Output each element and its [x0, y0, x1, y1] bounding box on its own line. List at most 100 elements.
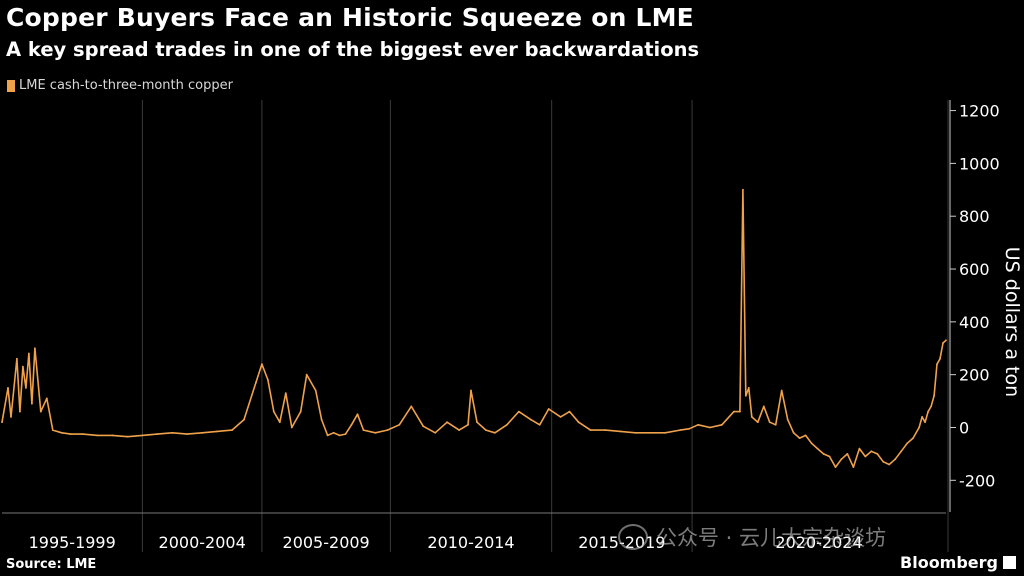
data-point: [476, 421, 478, 424]
data-point: [272, 410, 275, 413]
y-axis: -200 0 200 400 600 800 1000 1200: [949, 100, 1000, 512]
data-point: [846, 453, 849, 455]
y-tick-label: 1000: [959, 154, 1000, 173]
brand-text: Bloomberg: [900, 553, 998, 572]
brand: Bloomberg: [900, 553, 1016, 572]
data-point: [688, 427, 690, 430]
data-point: [894, 458, 897, 461]
data-point: [921, 416, 923, 418]
data-point: [936, 363, 938, 365]
data-point: [834, 466, 837, 468]
data-point: [494, 431, 496, 434]
data-point: [517, 410, 520, 413]
data-point: [721, 423, 723, 426]
data-point: [577, 421, 580, 424]
data-point: [822, 453, 825, 455]
y-tick-label: 1200: [959, 102, 1000, 121]
data-point: [506, 423, 508, 426]
data-point: [888, 463, 891, 466]
data-point: [186, 433, 189, 435]
data-point: [750, 416, 753, 418]
data-point: [356, 413, 359, 416]
data-point: [96, 434, 99, 437]
data-point: [398, 423, 401, 426]
data-point: [792, 431, 795, 434]
y-tick-label: -200: [959, 471, 995, 490]
data-point: [10, 416, 12, 418]
data-point: [927, 410, 929, 413]
data-point: [45, 397, 48, 400]
data-point: [756, 421, 759, 424]
data-point: [1, 421, 3, 424]
data-point: [882, 460, 885, 463]
data-point: [924, 421, 926, 424]
data-point: [28, 352, 30, 355]
data-point: [31, 402, 33, 405]
data-point: [870, 450, 873, 453]
data-point: [111, 434, 114, 437]
data-point: [422, 425, 425, 428]
bloomberg-logo-icon: [1003, 556, 1016, 569]
data-point: [538, 423, 541, 426]
data-point: [156, 433, 159, 435]
data-point: [876, 453, 879, 455]
data-point: [255, 381, 257, 384]
data-point: [22, 365, 24, 368]
data-point: [290, 426, 293, 429]
data-point: [559, 416, 562, 418]
legend-label: LME cash-to-three-month copper: [19, 78, 233, 93]
data-point: [350, 423, 353, 426]
data-point: [39, 410, 42, 413]
data-point: [446, 421, 448, 424]
data-point: [852, 466, 855, 468]
data-point: [679, 429, 681, 431]
data-point: [918, 426, 920, 429]
data-point: [485, 429, 487, 431]
data-point: [697, 423, 699, 426]
data-point: [774, 423, 777, 426]
data-point: [942, 342, 944, 344]
data-point: [374, 431, 377, 434]
x-group-label: 2000-2004: [159, 533, 246, 552]
data-point: [458, 429, 460, 431]
data-point: [762, 405, 765, 408]
data-point: [906, 442, 909, 445]
data-point: [126, 435, 129, 438]
data-point: [664, 431, 667, 434]
data-point: [25, 387, 27, 389]
data-point: [231, 429, 233, 431]
data-point: [299, 410, 302, 413]
data-point: [804, 434, 807, 437]
watermark: 公众号 · 云儿大宗杂谈坊: [618, 522, 886, 552]
grid: [141, 100, 949, 552]
data-point: [709, 426, 711, 429]
data-point: [171, 431, 174, 434]
data-point: [768, 421, 771, 424]
data-point: [19, 410, 21, 413]
series-line: [1, 189, 947, 468]
chart-title: Copper Buyers Face an Historic Squeeze o…: [6, 3, 694, 32]
data-point: [141, 434, 144, 437]
data-point: [362, 429, 365, 431]
data-point: [798, 437, 801, 439]
data-point: [284, 392, 287, 395]
data-point: [744, 394, 747, 397]
data-point: [816, 447, 819, 450]
y-tick-label: 600: [959, 260, 990, 279]
y-tick-label: 800: [959, 207, 990, 226]
watermark-text: 公众号 · 云儿大宗杂谈坊: [656, 526, 887, 550]
data-point: [858, 447, 861, 450]
x-group-label: 1995-1999: [29, 533, 116, 552]
data-point: [786, 418, 789, 421]
x-group-label: 2010-2014: [427, 533, 514, 552]
data-point: [320, 418, 323, 421]
data-point: [945, 339, 947, 342]
legend-swatch: [7, 79, 15, 92]
data-point: [780, 389, 783, 392]
data-point: [739, 410, 741, 413]
data-point: [589, 429, 592, 431]
data-point: [434, 431, 437, 434]
x-group-label: 2020-2024: [775, 533, 862, 552]
data-point: [912, 437, 914, 439]
